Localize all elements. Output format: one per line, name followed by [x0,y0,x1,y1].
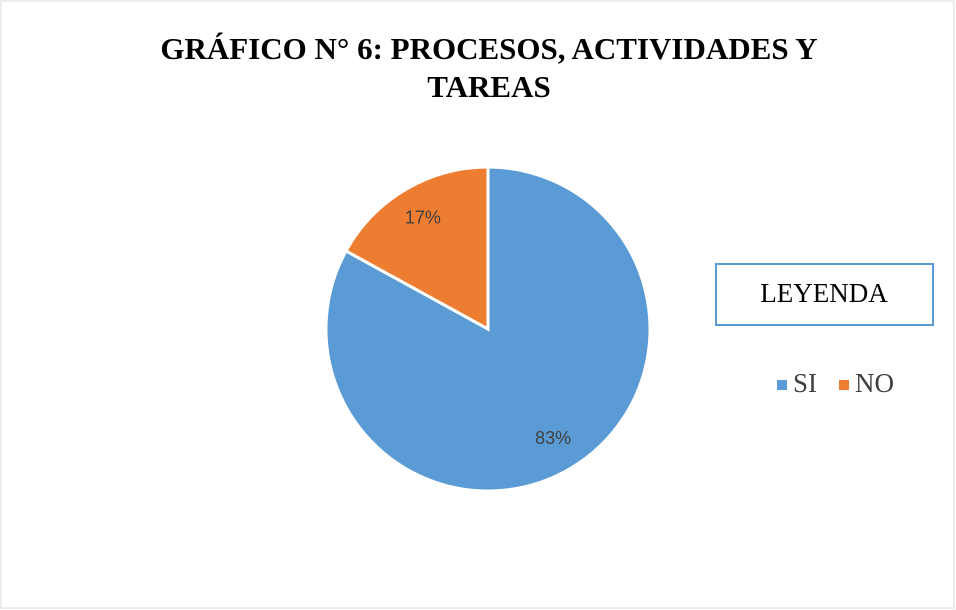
chart-title: GRÁFICO N° 6: PROCESOS, ACTIVIDADES Y TA… [160,31,818,104]
pie-slice [344,165,490,332]
legend-swatch [777,380,787,390]
data-label: 83% [535,428,571,448]
legend-label: NO [855,368,894,398]
legend-title-box [715,263,934,326]
legend-swatch [839,380,850,390]
data-label: 17% [405,208,441,228]
legend-title: LEYENDA [760,278,888,308]
legend-label: SI [793,368,817,398]
